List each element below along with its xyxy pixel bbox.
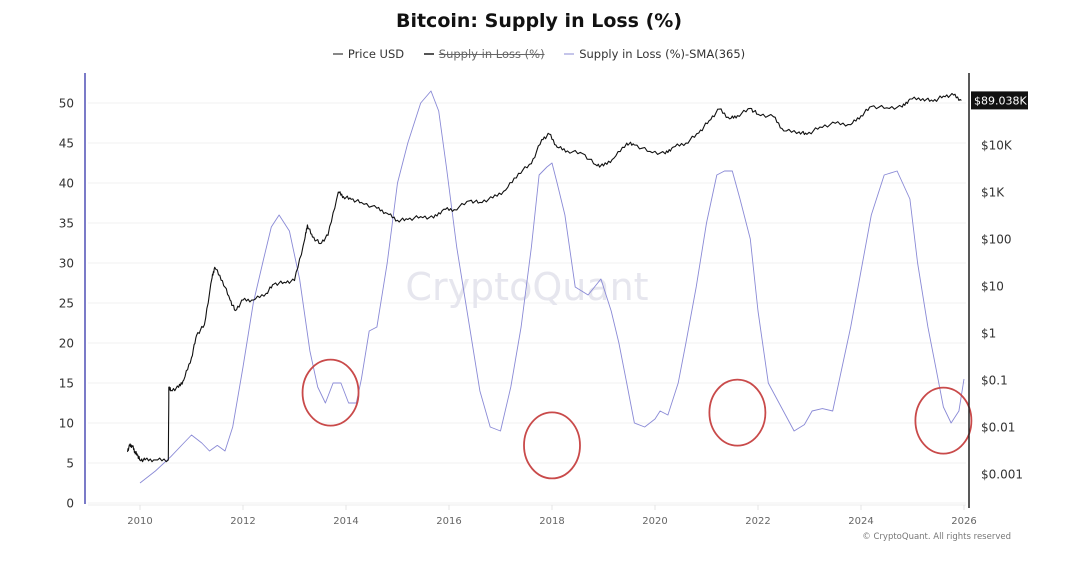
- y-left-tick-label: 50: [59, 97, 74, 111]
- x-tick-label: 2018: [539, 516, 564, 527]
- y-right-tick-label: $0.01: [981, 421, 1015, 435]
- chart-title: Bitcoin: Supply in Loss (%): [395, 10, 683, 32]
- x-tick-label: 2014: [333, 516, 358, 527]
- y-left-tick-label: 45: [59, 137, 74, 151]
- y-left-tick-label: 40: [59, 177, 74, 191]
- x-tick-label: 2016: [436, 516, 461, 527]
- watermark: CryptoQuant: [405, 265, 648, 309]
- y-right-tick-label: $10: [981, 280, 1004, 294]
- annotation-circle: [301, 358, 360, 427]
- legend: Price USD Supply in Loss (%) Supply in L…: [0, 44, 1078, 61]
- y-left-tick-label: 20: [59, 337, 74, 351]
- x-tick-label: 2020: [642, 516, 667, 527]
- y-right-tick-label: $0.001: [981, 468, 1023, 482]
- current-price-label: $89.038K: [971, 91, 1028, 110]
- y-left-tick-label: 25: [59, 297, 74, 311]
- legend-item-supply-in-loss[interactable]: Supply in Loss (%): [423, 47, 545, 61]
- legend-item-sma[interactable]: Supply in Loss (%)-SMA(365): [564, 47, 745, 61]
- y-right-tick-label: $1K: [981, 186, 1005, 200]
- series-line-supply-in-loss-sma: [139, 90, 965, 484]
- x-tick-label: 2022: [745, 516, 770, 527]
- annotation-circle: [708, 378, 767, 447]
- legend-label-supply-in-loss: Supply in Loss (%): [438, 47, 545, 61]
- annotations: [301, 358, 973, 480]
- current-price-label-bg: [971, 91, 1028, 110]
- gridlines: [88, 102, 966, 504]
- y-right-tick-label: $100: [981, 233, 1012, 247]
- y-left-tick-label: 10: [59, 417, 74, 431]
- y-right-tick-label: $1: [981, 327, 996, 341]
- legend-swatch-price: [332, 53, 343, 55]
- y-left-tick-label: 35: [59, 217, 74, 231]
- y-axis-right-ticks: $0.001 $0.01 $0.1 $1 $10 $100 $1K $10K: [981, 139, 1023, 482]
- legend-label-price: Price USD: [347, 47, 405, 61]
- annotation-circle: [523, 411, 581, 480]
- y-left-tick-label: 15: [59, 377, 74, 391]
- y-right-tick-label: $0.1: [981, 374, 1008, 388]
- x-tick-label: 2012: [230, 516, 255, 527]
- y-left-tick-label: 5: [66, 457, 74, 471]
- legend-swatch-sma: [564, 53, 575, 55]
- y-left-tick-label: 0: [66, 497, 74, 511]
- x-tick-label: 2024: [848, 516, 873, 527]
- legend-item-price[interactable]: Price USD: [332, 47, 405, 61]
- x-tick-label: 2010: [127, 516, 152, 527]
- series-group: [126, 90, 965, 484]
- current-price-label-text: $89.038K: [974, 94, 1027, 107]
- y-left-tick-label: 30: [59, 257, 74, 271]
- copyright-notice: © CryptoQuant. All rights reserved: [862, 532, 1011, 542]
- annotation-circle: [914, 386, 973, 455]
- y-axis-left-ticks: 0 5 10 15 20 25 30 35 40 45 50: [59, 97, 74, 511]
- y-right-tick-label: $10K: [981, 139, 1013, 153]
- x-tick-label: 2026: [951, 516, 976, 527]
- legend-swatch-supply-in-loss: [423, 53, 434, 55]
- legend-label-sma: Supply in Loss (%)-SMA(365): [579, 47, 746, 61]
- series-line-price-usd: [126, 92, 962, 463]
- x-axis-ticks: 2010 2012 2014 2016 2018 2020 2022 2024 2026: [88, 504, 977, 527]
